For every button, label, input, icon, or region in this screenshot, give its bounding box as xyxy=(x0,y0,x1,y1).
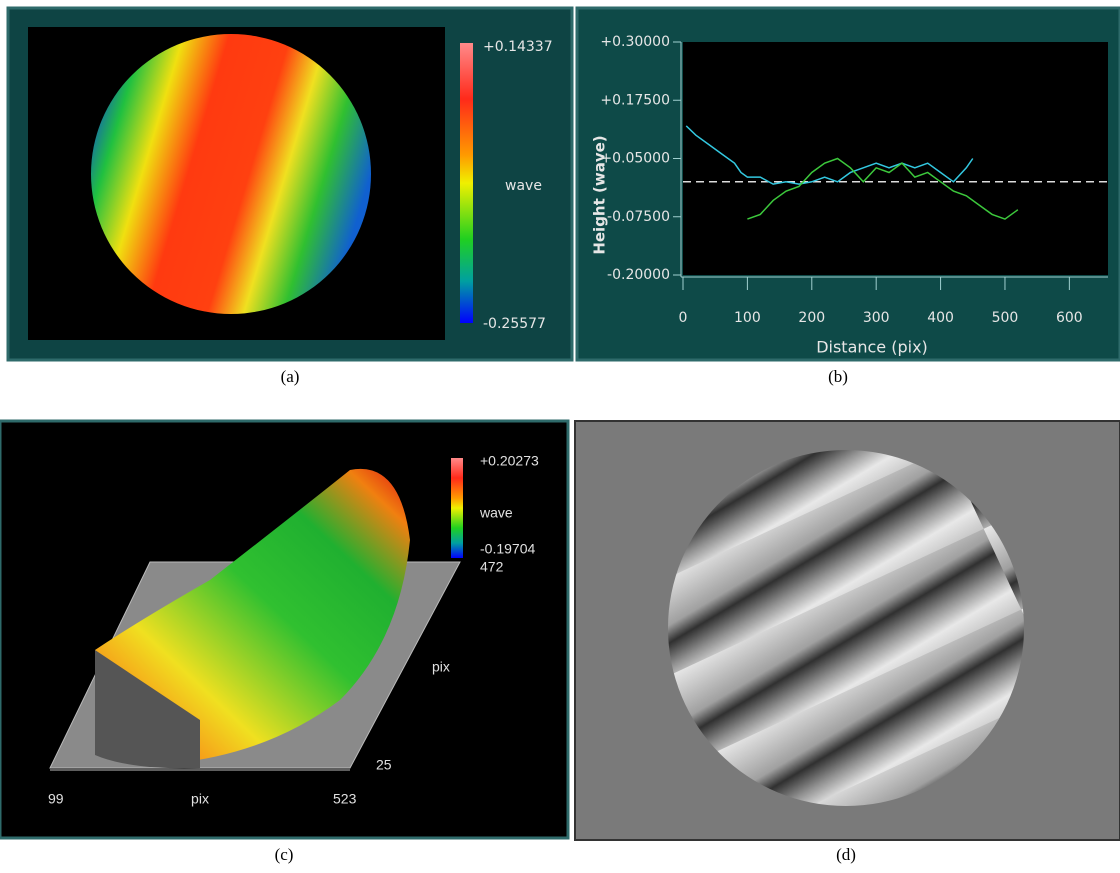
y-tick-label: +0.17500 xyxy=(600,92,670,108)
caption: (a) xyxy=(281,367,300,386)
x-tick-label: 100 xyxy=(734,310,761,326)
caption: (d) xyxy=(836,845,856,864)
colorbar-max: +0.14337 xyxy=(483,39,553,55)
colorbar-min: -0.25577 xyxy=(483,316,546,332)
x-tick-label: 300 xyxy=(863,310,890,326)
x-tick-label: 400 xyxy=(927,310,954,326)
panel-b: Height (wave) Distance (pix) +0.30000 +0.… xyxy=(575,6,1120,362)
y-tick-label: -0.20000 xyxy=(607,267,670,283)
x-max: 523 xyxy=(333,791,357,807)
colorbar-min: -0.19704 xyxy=(480,541,535,557)
colorbar-unit: wave xyxy=(479,505,513,521)
colorbar xyxy=(451,458,463,558)
colorbar xyxy=(460,43,473,323)
x-min: 99 xyxy=(48,791,64,807)
y-tick-label: -0.07500 xyxy=(607,209,670,225)
plot-area xyxy=(683,42,1108,275)
y-min: 25 xyxy=(376,757,392,773)
x-label: pix xyxy=(191,791,209,807)
y-tick-label: +0.30000 xyxy=(600,34,670,50)
surface-3d xyxy=(95,468,410,765)
x-axis-title: Distance (pix) xyxy=(816,338,928,357)
interferogram xyxy=(668,450,1024,806)
caption: (b) xyxy=(828,367,848,386)
colorbar-unit: wave xyxy=(505,178,542,194)
data-line xyxy=(747,157,1019,220)
x-tick-label: 200 xyxy=(798,310,825,326)
x-tick-label: 0 xyxy=(679,310,688,326)
y-max: 472 xyxy=(480,559,504,575)
surface-side xyxy=(95,650,200,769)
x-tick-label: 600 xyxy=(1056,310,1083,326)
y-label: pix xyxy=(432,659,450,675)
y-axis-title: Height (wave) xyxy=(591,135,609,254)
x-tick-label: 500 xyxy=(992,310,1019,326)
data-line xyxy=(685,125,974,185)
caption: (c) xyxy=(275,845,294,864)
colorbar-max: +0.20273 xyxy=(480,453,539,469)
surface-map xyxy=(91,34,371,314)
y-tick-label: +0.05000 xyxy=(600,151,670,167)
